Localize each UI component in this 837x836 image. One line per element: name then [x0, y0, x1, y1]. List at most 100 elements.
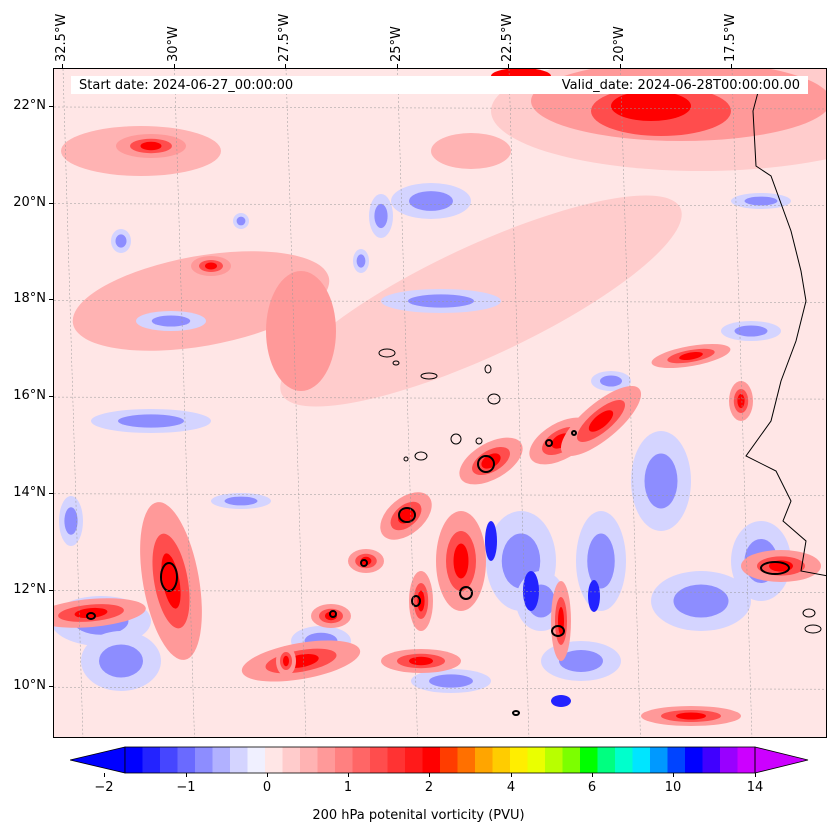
pv-negative-core: [559, 650, 603, 672]
colorbar-segment: [370, 747, 388, 773]
pv-negative-core: [587, 533, 615, 589]
pv-2pvu-contour: [411, 595, 421, 607]
pv-positive-core: [676, 712, 706, 720]
pv-2pvu-contour: [760, 561, 790, 575]
longitude-label: 32.5°W: [54, 13, 69, 62]
pv-negative-core: [151, 315, 191, 327]
longitude-label: 20°W: [611, 26, 627, 62]
pv-positive-core: [769, 560, 793, 572]
colorbar-segment: [545, 747, 563, 773]
pv-negative-core: [408, 294, 474, 308]
colorbar-segment: [335, 747, 353, 773]
island-outline: [475, 437, 483, 445]
colorbar-segment: [282, 747, 301, 773]
colorbar-segment: [352, 747, 371, 773]
island-outline: [484, 364, 492, 374]
colorbar-title: 200 hPa potenital vorticity (PVU): [312, 808, 525, 823]
colorbar-segment: [650, 747, 668, 773]
longitude-tick: [173, 64, 175, 68]
colorbar-tick: [104, 773, 105, 777]
colorbar-tick: [429, 773, 430, 777]
longitude-tick: [508, 64, 509, 68]
valid-date-label: Valid_date: 2024-06-28T00:00:00.00: [561, 78, 800, 93]
longitude-tick: [731, 64, 732, 68]
island-outline: [378, 348, 396, 358]
pv-positive-core: [481, 453, 501, 469]
pv-positive-core: [283, 655, 289, 667]
island-outline: [392, 360, 400, 366]
island-outline: [804, 624, 822, 634]
pv-negative-peak: [551, 695, 571, 707]
colorbar-tick: [673, 773, 674, 777]
longitude-gridline: [397, 69, 418, 737]
pv-negative-core: [744, 196, 778, 206]
colorbar-segment: [247, 747, 266, 773]
latitude-gridline: [54, 106, 826, 110]
colorbar-segment: [125, 747, 143, 773]
island-outline: [450, 433, 462, 445]
longitude-label: 22.5°W: [500, 13, 515, 62]
pv-2pvu-contour: [459, 586, 473, 600]
pv-negative-core: [429, 674, 473, 688]
longitude-tick: [62, 64, 63, 68]
pv-2pvu-contour: [551, 625, 565, 637]
colorbar-outline: [124, 746, 756, 774]
latitude-label: 16°N: [13, 388, 46, 404]
latitude-label: 18°N: [13, 291, 46, 307]
latitude-tick: [49, 686, 53, 688]
pv-negative-peak: [485, 521, 497, 561]
colorbar: [70, 746, 809, 774]
pv-2pvu-contour: [360, 559, 368, 567]
latitude-label: 22°N: [13, 98, 46, 113]
header-box: [71, 76, 808, 94]
colorbar-segment: [300, 747, 318, 773]
colorbar-extend-max: [754, 746, 809, 774]
pv-negative-core: [64, 507, 78, 535]
colorbar-segment: [527, 747, 546, 773]
latitude-label: 14°N: [13, 484, 46, 500]
colorbar-segment: [177, 747, 196, 773]
pv-negative-core: [224, 496, 258, 506]
pv-negative-core: [409, 191, 453, 211]
colorbar-segment: [720, 747, 738, 773]
colorbar-segment: [212, 747, 231, 773]
colorbar-segment: [475, 747, 493, 773]
latitude-gridline: [54, 493, 826, 497]
latitude-label: 20°N: [13, 194, 46, 210]
island-outline: [403, 456, 409, 462]
colorbar-segment: [702, 747, 721, 773]
colorbar-tick: [186, 773, 187, 777]
colorbar-segment: [387, 747, 406, 773]
colorbar-segment: [667, 747, 686, 773]
longitude-tick: [396, 64, 398, 68]
latitude-tick: [49, 589, 53, 591]
longitude-label: 25°W: [388, 26, 404, 62]
pv-2pvu-contour: [160, 562, 178, 592]
pv-positive-core: [140, 141, 162, 151]
pv-2pvu-contour: [512, 710, 520, 716]
longitude-tick: [285, 64, 286, 68]
colorbar-segment: [265, 747, 283, 773]
latitude-tick: [49, 106, 53, 107]
colorbar-segment: [510, 747, 528, 773]
latitude-gridline: [54, 396, 826, 400]
pv-negative-core: [644, 453, 678, 509]
latitude-gridline: [54, 590, 826, 593]
colorbar-tick-label: 2: [424, 780, 434, 795]
island-outline: [420, 372, 438, 380]
pv-negative-core: [236, 216, 246, 226]
latitude-label: 12°N: [13, 581, 46, 597]
pv-positive-core: [453, 543, 469, 579]
latitude-tick: [49, 202, 53, 204]
pv-2pvu-contour: [398, 507, 416, 523]
pv-positive-core: [409, 656, 433, 666]
colorbar-segment: [422, 747, 441, 773]
colorbar-segment: [685, 747, 703, 773]
pv-negative-core: [673, 584, 729, 618]
colorbar-tick: [755, 773, 756, 777]
coastline: [745, 80, 826, 577]
pv-positive-core: [205, 262, 217, 270]
colorbar-segment: [440, 747, 458, 773]
island-outline: [414, 451, 428, 461]
pv-2pvu-contour: [477, 455, 495, 473]
